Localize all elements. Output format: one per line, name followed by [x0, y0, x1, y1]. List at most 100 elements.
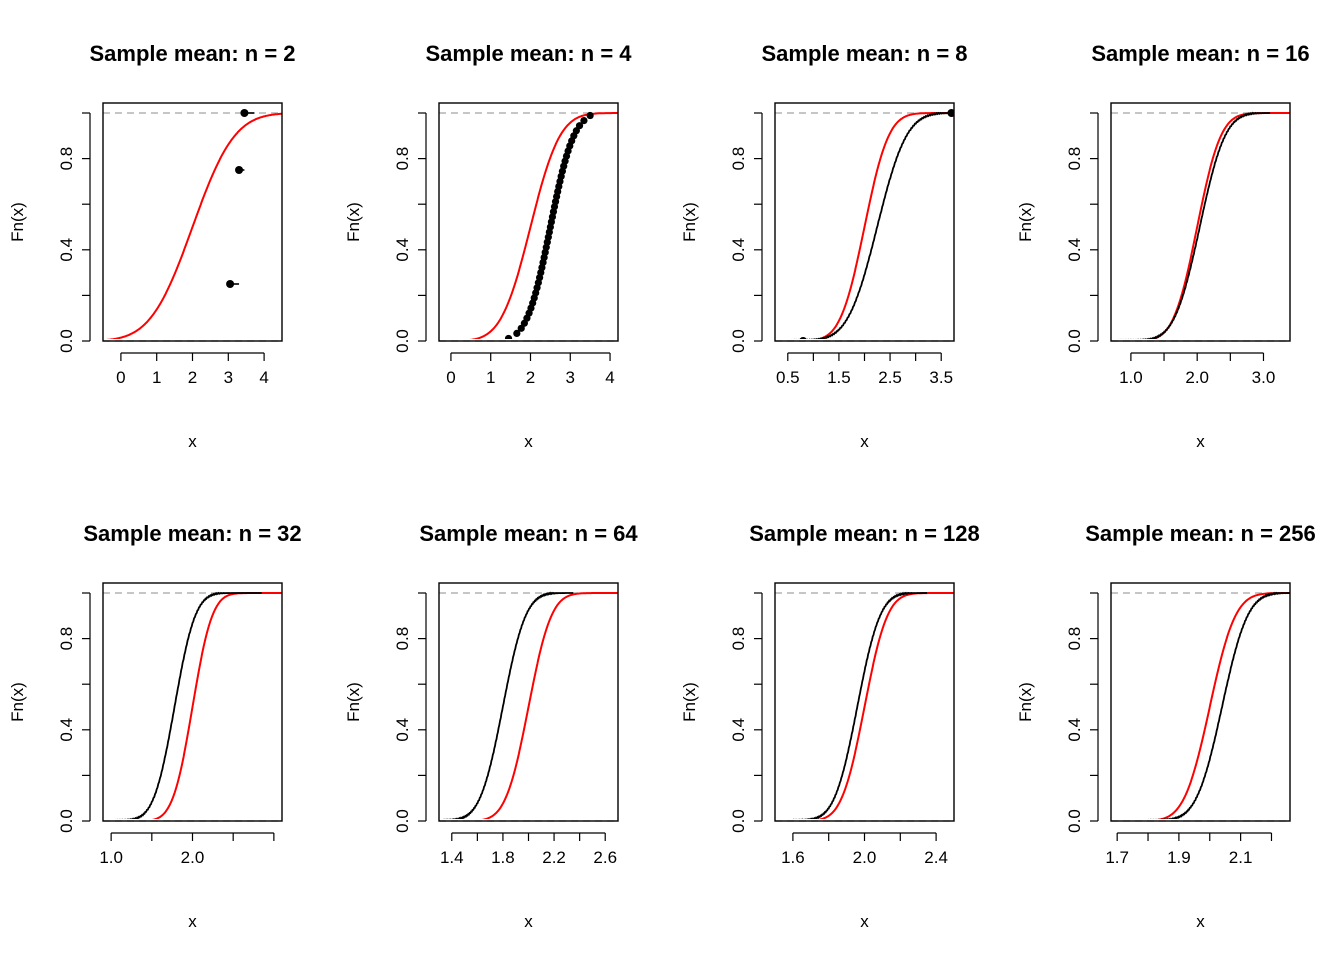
- x-axis-label: x: [1196, 912, 1205, 931]
- x-tick-label: 3: [224, 368, 233, 387]
- plot-area: [1118, 111, 1290, 339]
- x-tick-label: 2.2: [542, 848, 566, 867]
- plot-frame: [438, 102, 619, 342]
- plot-area: [1148, 591, 1290, 819]
- x-tick-label: 1.5: [827, 368, 851, 387]
- plot-frame: [438, 582, 619, 822]
- x-tick-label: 2: [188, 368, 197, 387]
- x-tick-label: 2.1: [1229, 848, 1253, 867]
- plot-frame: [102, 582, 283, 822]
- chart-title: Sample mean: n = 256: [1085, 521, 1316, 546]
- ecdf-point: [226, 280, 235, 288]
- plot-area: [793, 591, 954, 819]
- y-tick-label: 0.0: [729, 329, 748, 353]
- y-axis-label: Fn(x): [1016, 682, 1035, 722]
- plot-area: [115, 591, 282, 819]
- y-tick-label: 0.8: [57, 627, 76, 651]
- empirical-cdf-line: [1148, 591, 1290, 819]
- x-tick-label: 2.0: [853, 848, 877, 867]
- x-tick-label: 2: [526, 368, 535, 387]
- x-tick-label: 2.0: [1185, 368, 1209, 387]
- y-tick-label: 0.8: [57, 147, 76, 171]
- x-axis-label: x: [188, 912, 197, 931]
- x-tick-label: 1.0: [99, 848, 123, 867]
- y-tick-label: 0.8: [729, 627, 748, 651]
- x-tick-label: 0: [446, 368, 455, 387]
- plot-frame: [774, 582, 955, 822]
- y-axis-label: Fn(x): [8, 682, 27, 722]
- chart-title: Sample mean: n = 32: [83, 521, 301, 546]
- y-tick-label: 0.0: [1065, 809, 1084, 833]
- x-tick-label: 3: [566, 368, 575, 387]
- y-tick-label: 0.4: [57, 238, 76, 262]
- x-tick-label: 1: [152, 368, 161, 387]
- plot-frame: [1110, 102, 1291, 342]
- empirical-cdf-line: [115, 591, 262, 819]
- x-tick-label: 3.5: [929, 368, 953, 387]
- panel-2: Sample mean: n = 4 0 1 2 3 4 x 0.0 0.4 0.8 Fn(x): [344, 41, 632, 451]
- y-tick-label: 0.8: [729, 147, 748, 171]
- plot-area: [791, 109, 954, 339]
- x-axis-label: x: [524, 912, 533, 931]
- plot-frame: [102, 102, 283, 342]
- y-tick-label: 0.4: [1065, 238, 1084, 262]
- theoretical-cdf-line: [814, 112, 954, 339]
- plot-frame: [1110, 582, 1291, 822]
- y-axis-label: Fn(x): [344, 202, 363, 242]
- chart-title: Sample mean: n = 4: [425, 41, 632, 66]
- y-tick-label: 0.0: [57, 329, 76, 353]
- y-tick-label: 0.4: [729, 718, 748, 742]
- x-axis-label: x: [860, 912, 869, 931]
- empirical-cdf-line: [793, 591, 928, 819]
- plot-frame: [774, 102, 955, 342]
- theoretical-cdf-line: [817, 592, 954, 819]
- panel-3: Sample mean: n = 8 0.5 1.5 2.5 3.5 x 0.0 0.4 0.8…: [680, 41, 968, 451]
- y-tick-label: 0.4: [393, 718, 412, 742]
- x-tick-label: 0.5: [776, 368, 800, 387]
- y-tick-label: 0.0: [393, 329, 412, 353]
- ecdf-point: [513, 329, 521, 337]
- y-tick-label: 0.8: [393, 147, 412, 171]
- chart-title: Sample mean: n = 2: [89, 41, 295, 66]
- x-tick-label: 2.4: [924, 848, 948, 867]
- x-tick-label: 1.9: [1167, 848, 1191, 867]
- panel-5: Sample mean: n = 32 1.0 2.0 x 0.0 0.4 0.8 Fn(x): [8, 521, 302, 931]
- x-axis-label: x: [188, 432, 197, 451]
- x-axis-label: x: [1196, 432, 1205, 451]
- y-axis-label: Fn(x): [680, 682, 699, 722]
- x-tick-label: 1.8: [491, 848, 515, 867]
- x-tick-label: 1.7: [1105, 848, 1129, 867]
- y-tick-label: 0.4: [1065, 718, 1084, 742]
- x-axis-label: x: [524, 432, 533, 451]
- y-axis-label: Fn(x): [680, 202, 699, 242]
- theoretical-cdf-line: [481, 592, 618, 819]
- x-tick-label: 1.6: [781, 848, 805, 867]
- ecdf-point: [235, 166, 244, 174]
- y-axis-label: Fn(x): [8, 202, 27, 242]
- x-tick-label: 0: [116, 368, 125, 387]
- x-tick-label: 1.0: [1119, 368, 1143, 387]
- chart-title: Sample mean: n = 64: [419, 521, 638, 546]
- ecdf-point: [799, 337, 807, 339]
- empirical-cdf-line: [443, 591, 574, 819]
- x-tick-label: 4: [605, 368, 614, 387]
- ecdf-point: [586, 111, 594, 120]
- y-tick-label: 0.0: [1065, 329, 1084, 353]
- chart-title: Sample mean: n = 8: [761, 41, 967, 66]
- y-tick-label: 0.0: [57, 809, 76, 833]
- plot-area: [105, 109, 282, 339]
- y-tick-label: 0.4: [729, 238, 748, 262]
- y-tick-label: 0.8: [1065, 627, 1084, 651]
- y-axis-label: Fn(x): [1016, 202, 1035, 242]
- x-tick-label: 4: [259, 368, 268, 387]
- panel-6: Sample mean: n = 64 1.4 1.8 2.2 2.6 x 0.0 0.4 0.…: [344, 521, 638, 931]
- theoretical-cdf-line: [151, 592, 282, 819]
- panel-7: Sample mean: n = 128 1.6 2.0 2.4 x 0.0 0.4 0.8 F…: [680, 521, 980, 931]
- ecdf-point: [240, 109, 249, 117]
- empirical-cdf-line: [791, 111, 954, 339]
- ecdf-point: [575, 122, 584, 130]
- x-tick-label: 2.6: [593, 848, 617, 867]
- theoretical-cdf-line: [105, 112, 282, 339]
- y-tick-label: 0.0: [729, 809, 748, 833]
